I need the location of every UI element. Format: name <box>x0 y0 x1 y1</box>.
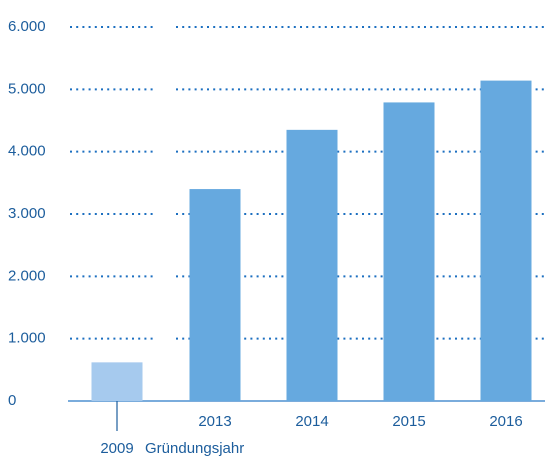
bar <box>383 102 435 401</box>
y-tick-label: 0 <box>8 392 16 409</box>
y-tick-label: 2.000 <box>8 267 46 284</box>
bar <box>286 129 338 401</box>
y-tick-label: 5.000 <box>8 80 46 97</box>
y-tick-label: 4.000 <box>8 143 46 160</box>
y-tick-label: 3.000 <box>8 205 46 222</box>
x-tick-label: 2014 <box>295 413 328 430</box>
x-tick-label: 2013 <box>198 413 231 430</box>
x-tick-label: 2016 <box>489 413 522 430</box>
x-tick-label: 2015 <box>392 413 425 430</box>
x-tick-label: 2009 <box>100 440 133 457</box>
y-tick-label: 1.000 <box>8 330 46 347</box>
annotation: Gründungsjahr <box>145 440 244 457</box>
bar <box>480 80 532 402</box>
bar <box>91 362 143 401</box>
y-tick-label: 6.000 <box>8 18 46 35</box>
bar <box>189 189 241 401</box>
